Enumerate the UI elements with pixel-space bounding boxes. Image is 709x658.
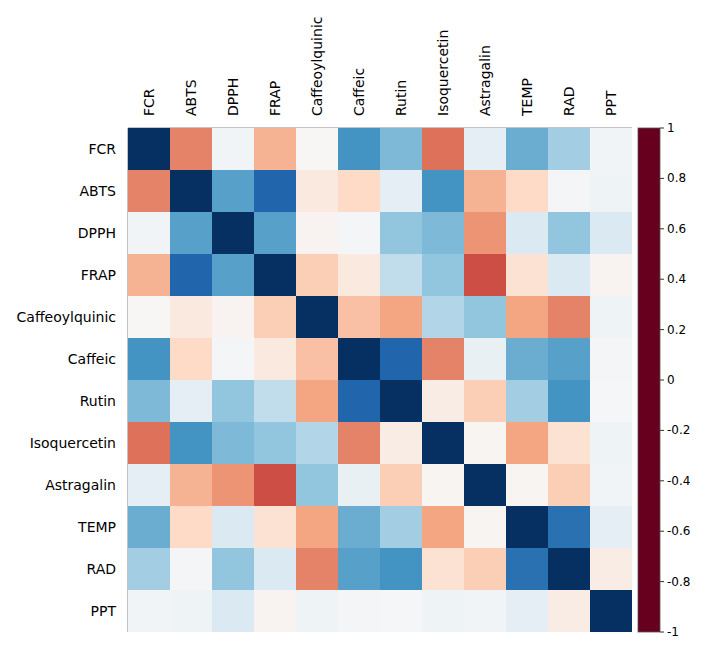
svg-text:Rutin: Rutin (80, 393, 116, 409)
svg-text:Rutin: Rutin (393, 80, 409, 116)
svg-text:Caffeic: Caffeic (351, 68, 367, 116)
svg-text:FRAP: FRAP (81, 267, 116, 283)
svg-text:0.6: 0.6 (667, 222, 686, 236)
svg-text:Caffeoylquinic: Caffeoylquinic (309, 17, 325, 116)
svg-text:Isoquercetin: Isoquercetin (30, 435, 116, 451)
svg-text:0: 0 (667, 373, 675, 387)
svg-text:1: 1 (667, 121, 675, 135)
svg-text:RAD: RAD (561, 86, 577, 116)
svg-text:FCR: FCR (88, 141, 116, 157)
svg-text:-0.4: -0.4 (667, 474, 690, 488)
svg-text:ABTS: ABTS (79, 183, 116, 199)
svg-text:PPT: PPT (91, 603, 117, 619)
svg-text:Astragalin: Astragalin (45, 477, 116, 493)
svg-text:-0.2: -0.2 (667, 423, 690, 437)
svg-text:FRAP: FRAP (267, 81, 283, 116)
svg-text:0.8: 0.8 (667, 171, 686, 185)
svg-text:RAD: RAD (86, 561, 116, 577)
svg-text:TEMP: TEMP (77, 519, 116, 535)
svg-text:Caffeoylquinic: Caffeoylquinic (17, 309, 116, 325)
svg-text:TEMP: TEMP (519, 78, 535, 117)
svg-text:DPPH: DPPH (225, 78, 241, 116)
svg-text:-0.6: -0.6 (667, 524, 690, 538)
svg-text:Isoquercetin: Isoquercetin (435, 30, 451, 116)
svg-text:DPPH: DPPH (78, 225, 116, 241)
svg-text:ABTS: ABTS (183, 79, 199, 116)
svg-text:-1: -1 (667, 625, 679, 639)
svg-text:0.4: 0.4 (667, 272, 686, 286)
svg-text:Caffeic: Caffeic (68, 351, 116, 367)
svg-text:-0.8: -0.8 (667, 575, 690, 589)
svg-text:Astragalin: Astragalin (477, 45, 493, 116)
svg-text:PPT: PPT (603, 90, 619, 116)
svg-text:FCR: FCR (141, 88, 157, 116)
svg-text:0.2: 0.2 (667, 323, 686, 337)
